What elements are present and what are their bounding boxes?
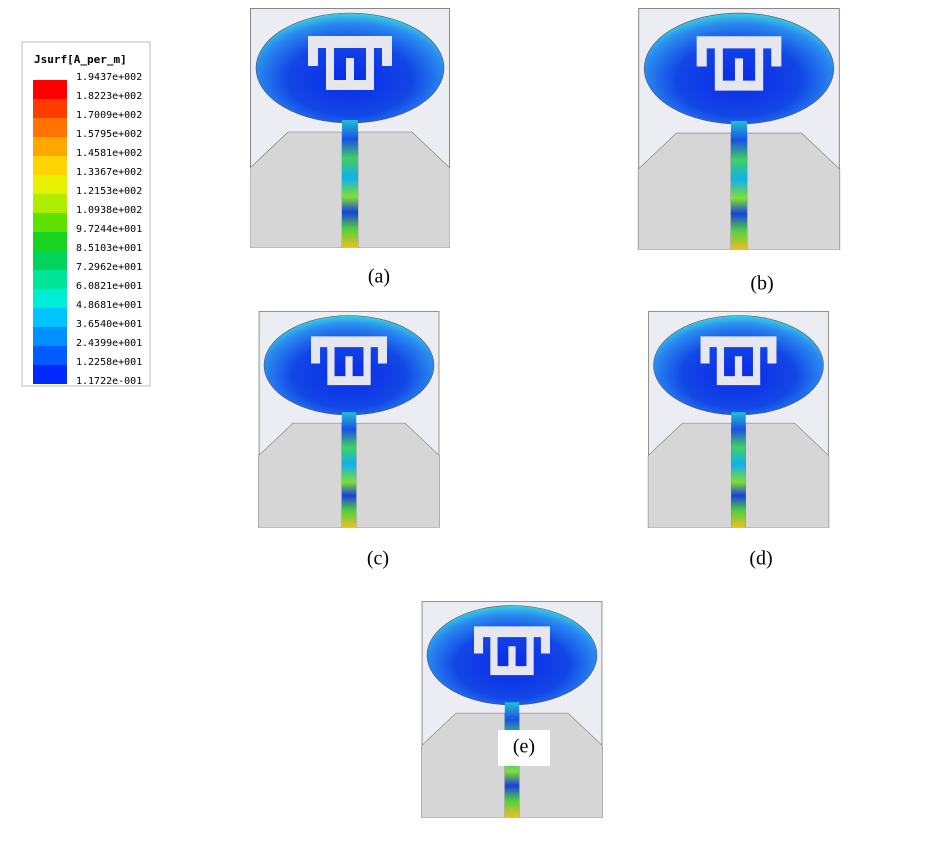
legend-label: 1.2258e+001 — [76, 357, 142, 368]
legend-swatch — [33, 327, 67, 346]
legend-label: 2.4399e+001 — [76, 338, 142, 349]
legend-swatch — [33, 118, 67, 137]
legend-label: 1.9437e+002 — [76, 72, 142, 83]
legend-swatch — [33, 232, 67, 251]
legend-label: 1.1722e-001 — [76, 376, 142, 387]
legend-label: 1.5795e+002 — [76, 129, 142, 140]
panel-image — [250, 8, 450, 248]
caption-box — [498, 730, 550, 766]
legend-swatch — [33, 251, 67, 270]
legend-swatch — [33, 156, 67, 175]
legend-swatch — [33, 346, 67, 365]
legend-label: 9.7244e+001 — [76, 224, 142, 235]
caption: (a) — [368, 266, 390, 288]
legend-label: 1.4581e+002 — [76, 148, 142, 159]
legend-label: 1.0938e+002 — [76, 205, 142, 216]
legend-swatch — [33, 308, 67, 327]
legend-title: Jsurf[A_per_m] — [34, 53, 127, 66]
panel-image — [637, 8, 841, 250]
legend-swatch — [33, 213, 67, 232]
legend-label: 1.3367e+002 — [76, 167, 142, 178]
legend-label: 3.6540e+001 — [76, 319, 142, 330]
legend-swatch — [33, 80, 67, 99]
caption: (e) — [513, 736, 535, 758]
legend-swatch — [33, 99, 67, 118]
legend: Jsurf[A_per_m] 1.9437e+002 1.8223e+002 1.7… — [21, 41, 151, 387]
legend-label: 4.8681e+001 — [76, 300, 142, 311]
legend-label: 1.2153e+002 — [76, 186, 142, 197]
legend-label: 6.0821e+001 — [76, 281, 142, 292]
legend-swatch — [33, 137, 67, 156]
legend-swatch — [33, 289, 67, 308]
caption: (d) — [749, 548, 772, 570]
legend-label: 7.2962e+001 — [76, 262, 142, 273]
legend-swatch — [33, 175, 67, 194]
legend-label: 1.7009e+002 — [76, 110, 142, 121]
legend-label: 8.5103e+001 — [76, 243, 142, 254]
legend-label: 1.8223e+002 — [76, 91, 142, 102]
panel-image — [647, 311, 830, 528]
caption: (b) — [750, 273, 773, 295]
legend-swatch — [33, 365, 67, 384]
panel-image — [421, 601, 603, 818]
panel-image — [258, 311, 440, 528]
caption: (c) — [367, 548, 389, 570]
legend-swatch — [33, 270, 67, 289]
legend-swatch — [33, 194, 67, 213]
